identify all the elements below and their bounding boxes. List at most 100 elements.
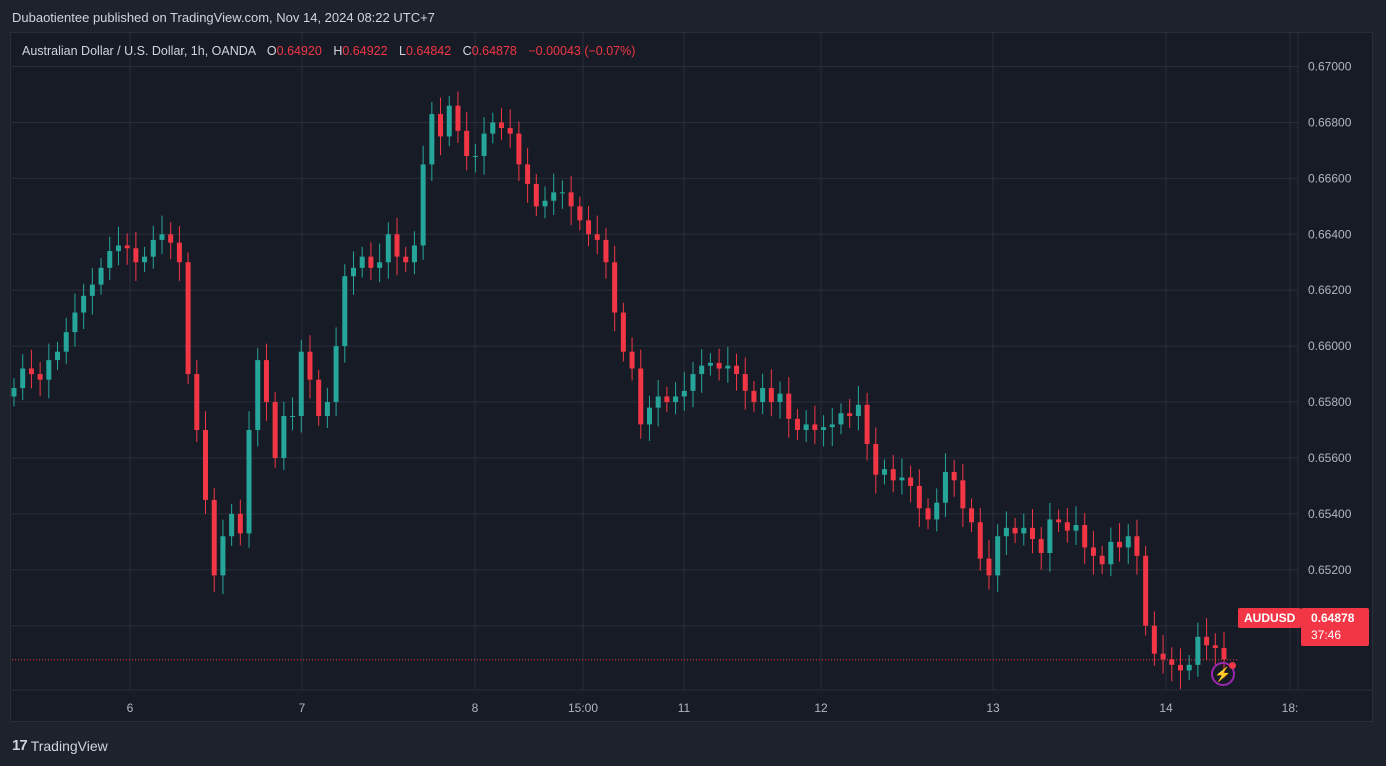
x-tick-label: 15:00 — [568, 701, 598, 715]
candle-body — [934, 502, 940, 520]
open-label: O — [266, 44, 277, 58]
low-value: 0.64842 — [405, 44, 452, 58]
candle-body — [1056, 519, 1062, 523]
symbol-title: Australian Dollar / U.S. Dollar, 1h, OAN… — [22, 44, 256, 58]
candle-body — [525, 164, 531, 184]
candle-body — [812, 424, 818, 430]
candle-body — [751, 390, 757, 403]
candle-body — [1099, 555, 1105, 565]
candle-body — [742, 374, 748, 391]
candle-body — [220, 536, 226, 576]
change-value: −0.00043 (−0.07%) — [528, 44, 636, 58]
ticker-badge: AUDUSD — [1238, 608, 1302, 628]
candle-body — [98, 267, 104, 285]
candle-body — [699, 365, 705, 375]
candle-body — [411, 245, 417, 263]
candle-body — [603, 239, 609, 263]
candle-body — [81, 295, 87, 313]
candle-body — [211, 499, 217, 576]
candle-body — [324, 402, 330, 417]
candle-body — [429, 114, 435, 165]
candle-body — [246, 429, 252, 534]
candle-body — [281, 416, 287, 458]
candle-body — [916, 485, 922, 509]
candle-body — [890, 469, 896, 481]
candle-body — [873, 443, 879, 475]
y-tick-label: 0.65400 — [1308, 507, 1352, 521]
candle-body — [342, 276, 348, 347]
open-value: 0.64920 — [276, 44, 322, 58]
candle-body — [46, 360, 52, 380]
candle-body — [559, 192, 565, 194]
candle-body — [664, 396, 670, 403]
x-tick-label: 11 — [678, 701, 691, 715]
candle-body — [786, 393, 792, 419]
candle-body — [385, 234, 391, 263]
y-tick-label: 0.66400 — [1308, 227, 1352, 241]
candle-body — [681, 390, 687, 397]
candle-body — [368, 256, 374, 268]
candle-body — [925, 508, 931, 520]
candle-body — [594, 234, 600, 240]
candle-body — [777, 393, 783, 403]
candle-body — [176, 242, 182, 263]
candle-body — [1125, 536, 1131, 548]
brand-name: TradingView — [30, 737, 108, 754]
candle-body — [1047, 519, 1053, 554]
candle-body — [63, 332, 69, 352]
candle-body — [55, 351, 61, 361]
candle-body — [899, 477, 905, 481]
y-tick-label: 0.66600 — [1308, 171, 1352, 185]
candle-body — [969, 508, 975, 523]
candle-body — [620, 312, 626, 352]
candle-body — [673, 396, 679, 403]
candle-body — [37, 374, 43, 380]
candle-body — [707, 362, 713, 366]
candle-body — [438, 114, 444, 137]
y-tick-label: 0.67000 — [1308, 60, 1352, 74]
candle-body — [377, 262, 383, 268]
candle-body — [516, 133, 522, 165]
y-tick-label: 0.66000 — [1308, 339, 1352, 353]
candle-body — [716, 362, 722, 369]
candle-body — [107, 251, 113, 268]
candle-body — [734, 365, 740, 375]
candle-body — [1212, 645, 1218, 649]
x-tick-label: 6 — [127, 701, 134, 715]
candle-body — [298, 351, 304, 417]
candle-body — [690, 374, 696, 391]
candle-body — [882, 469, 888, 475]
candle-body — [803, 424, 809, 430]
y-tick-label: 0.65600 — [1308, 451, 1352, 465]
candle-body — [333, 346, 339, 403]
candle-body — [1177, 664, 1183, 671]
candle-body — [1134, 536, 1140, 556]
candle-body — [760, 388, 766, 403]
candle-body — [533, 183, 539, 207]
candle-body — [168, 234, 174, 243]
candle-body — [1003, 527, 1009, 537]
candle-body — [1186, 664, 1192, 671]
candle-body — [908, 477, 914, 486]
y-tick-label: 0.65200 — [1308, 563, 1352, 577]
candle-body — [255, 360, 261, 430]
candle-body — [629, 351, 635, 369]
candle-body — [1204, 636, 1210, 646]
candle-body — [28, 368, 34, 375]
y-tick-label: 0.66800 — [1308, 115, 1352, 129]
candle-body — [942, 471, 948, 503]
lightning-icon[interactable]: ⚡ — [1211, 662, 1235, 686]
candle-body — [394, 234, 400, 257]
x-tick-label: 13 — [986, 701, 1000, 715]
candle-body — [1090, 547, 1096, 556]
published-header: Dubaotientee published on TradingView.co… — [12, 10, 435, 25]
candle-body — [498, 122, 504, 129]
high-value: 0.64922 — [342, 44, 388, 58]
candle-body — [655, 396, 661, 408]
candle-body — [446, 105, 452, 137]
candle-body — [481, 133, 487, 157]
candle-body — [359, 256, 365, 268]
candle-body — [829, 424, 835, 428]
candle-body — [1151, 625, 1157, 654]
